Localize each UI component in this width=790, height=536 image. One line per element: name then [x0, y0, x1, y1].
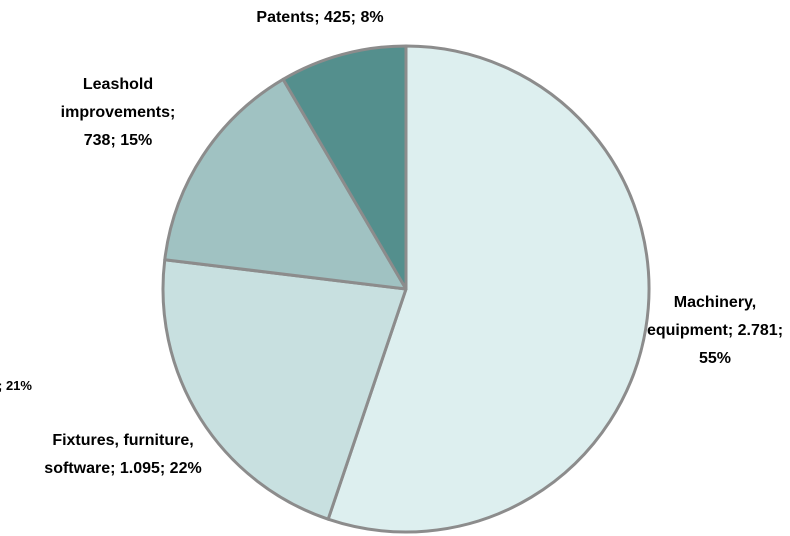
annotation: ; 21%: [0, 378, 32, 393]
pie-slice: [161, 258, 408, 521]
slice-label: Fixtures, furniture, software; 1.095; 22…: [44, 432, 202, 477]
pie-slice: [326, 44, 651, 534]
slice-label: Leashold improvements; 738; 15%: [60, 76, 176, 149]
pie-slice: [281, 44, 408, 291]
slice-label: Patents; 425; 8%: [256, 9, 384, 26]
slice-label: Machinery, equipment; 2.781; 55%: [646, 294, 784, 367]
pie-slice: [163, 77, 408, 291]
